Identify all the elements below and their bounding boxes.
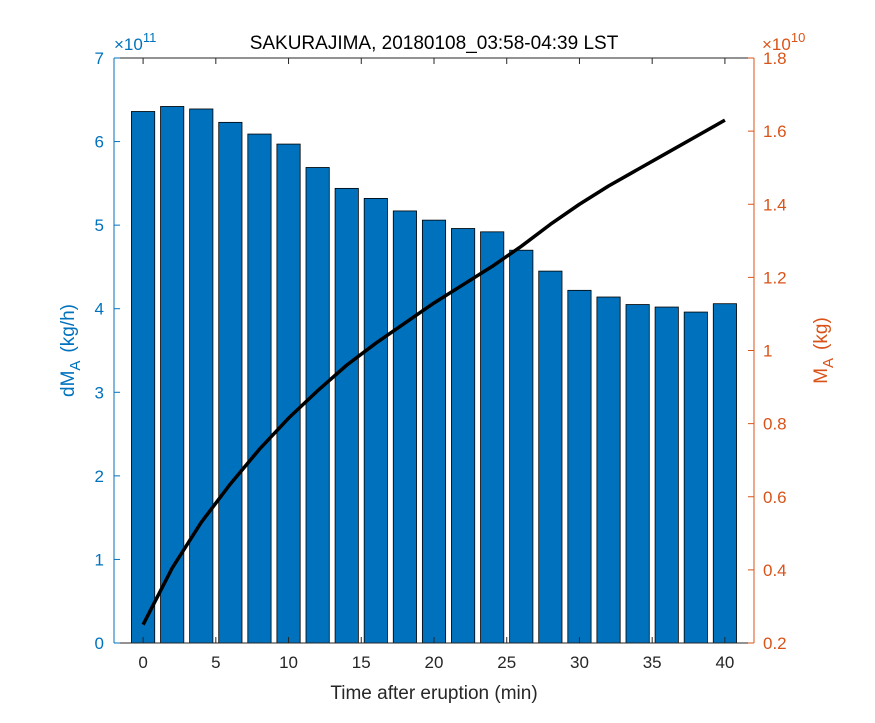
line-path xyxy=(141,118,726,626)
bar xyxy=(363,197,388,644)
bar xyxy=(160,106,185,644)
line-series xyxy=(141,118,726,626)
left-tick-label: 2 xyxy=(95,467,104,486)
bar xyxy=(712,303,737,644)
x-tick-label: 0 xyxy=(138,653,147,672)
right-tick-label: 1.4 xyxy=(763,195,787,214)
bar xyxy=(567,289,592,644)
right-tick-label: 0.8 xyxy=(763,415,787,434)
bar xyxy=(189,108,214,644)
bar xyxy=(247,133,272,644)
left-y-axis-label: dMA(kg/h) xyxy=(58,304,84,397)
left-tick-label: 3 xyxy=(95,383,104,402)
bar xyxy=(131,111,156,644)
right-tick-label: 1.2 xyxy=(763,268,787,287)
bar xyxy=(596,296,621,644)
x-tick-label: 10 xyxy=(279,653,298,672)
x-tick-label: 5 xyxy=(211,653,220,672)
bar xyxy=(305,167,330,644)
bar xyxy=(480,231,505,644)
x-tick-label: 30 xyxy=(570,653,589,672)
right-tick-label: 1.6 xyxy=(763,122,787,141)
tick-labels: 0 5 10 15 20 25 30 35 40 0 1 2 3 4 5 6 7 0.2 0.4 0.6 0.8 1 1.2… xyxy=(95,49,787,672)
bar xyxy=(683,311,708,644)
chart-title: SAKURAJIMA, 20180108_03:58-04:39 LST xyxy=(250,33,619,54)
bar xyxy=(276,143,301,644)
x-tick-label: 25 xyxy=(497,653,516,672)
left-axis-exponent: ×1011 xyxy=(114,30,156,54)
x-tick-label: 35 xyxy=(643,653,662,672)
left-tick-label: 7 xyxy=(95,49,104,68)
left-tick-label: 0 xyxy=(95,634,104,653)
bar xyxy=(625,304,650,644)
left-tick-label: 6 xyxy=(95,133,104,152)
left-tick-label: 4 xyxy=(95,300,104,319)
left-tick-label: 1 xyxy=(95,550,104,569)
bar xyxy=(654,306,679,644)
left-tick-label: 5 xyxy=(95,216,104,235)
axes xyxy=(113,57,755,644)
bar xyxy=(334,187,359,644)
bar xyxy=(421,219,447,644)
bar xyxy=(538,270,563,644)
right-tick-label: 1 xyxy=(763,342,772,361)
x-tick-label: 40 xyxy=(715,653,734,672)
x-tick-label: 20 xyxy=(425,653,444,672)
right-tick-label: 0.2 xyxy=(763,634,787,653)
x-axis-label: Time after eruption (min) xyxy=(330,683,537,704)
bar xyxy=(392,210,417,644)
right-axis-exponent: ×1010 xyxy=(762,30,805,54)
right-tick-label: 0.4 xyxy=(763,561,787,580)
right-y-axis-label: MA(kg) xyxy=(811,317,837,384)
bar xyxy=(509,249,534,644)
right-tick-label: 1.8 xyxy=(763,49,787,68)
bar-series xyxy=(131,106,737,644)
x-tick-label: 15 xyxy=(352,653,371,672)
right-tick-label: 0.6 xyxy=(763,488,787,507)
bar xyxy=(218,121,243,644)
